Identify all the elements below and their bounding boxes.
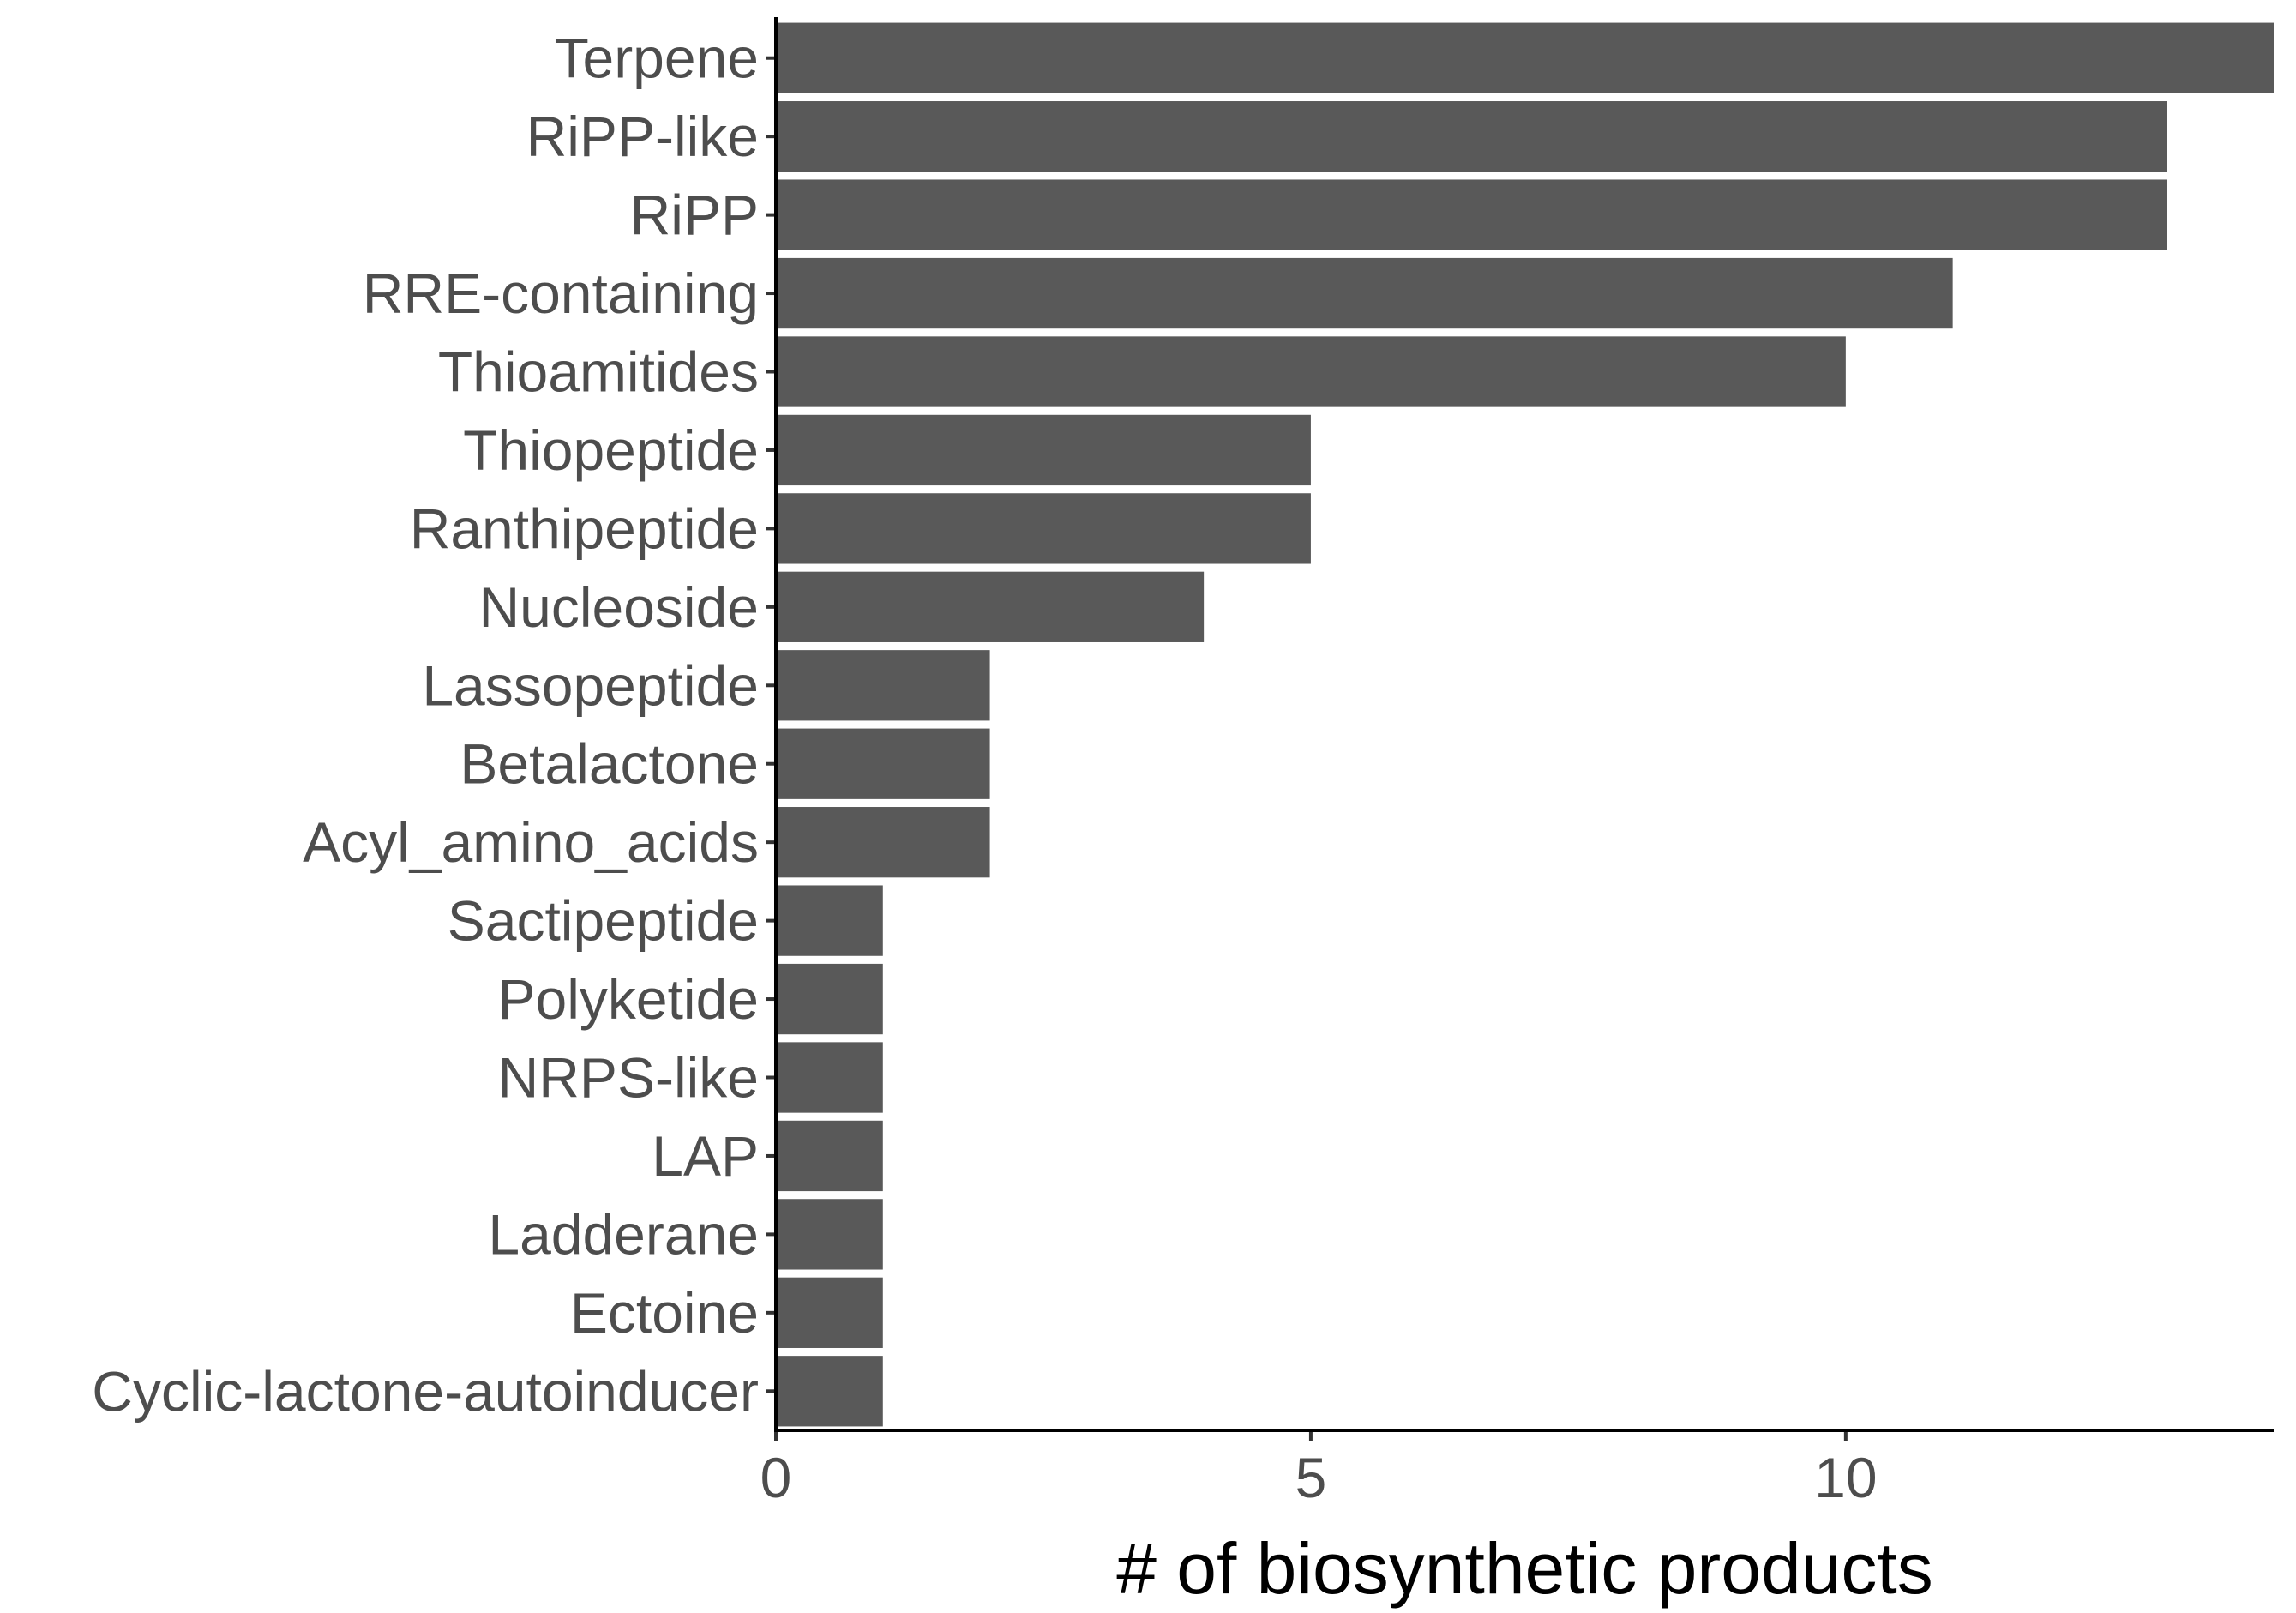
bar-10 xyxy=(776,807,990,878)
bar-7 xyxy=(776,571,1205,642)
y-tick-label-13: NRPS-like xyxy=(498,1046,759,1110)
bar-16 xyxy=(776,1277,883,1348)
bar-4 xyxy=(776,336,1846,407)
y-tick-labels: Terpene RiPP-like RiPP RRE-containing Thioam… xyxy=(92,27,759,1423)
bar-1 xyxy=(776,101,2167,172)
bar-6 xyxy=(776,493,1311,564)
bar-2 xyxy=(776,179,2167,250)
x-tick-label-2: 10 xyxy=(1814,1446,1877,1509)
y-tick-label-5: Thiopeptide xyxy=(463,418,759,482)
bar-17 xyxy=(776,1356,883,1427)
bars-group xyxy=(776,22,2274,1427)
y-tick-label-14: LAP xyxy=(652,1124,759,1188)
x-tick-label-0: 0 xyxy=(760,1446,792,1509)
y-tick-label-2: RiPP xyxy=(630,184,759,247)
y-tick-label-17: Cyclic-lactone-autoinducer xyxy=(92,1359,759,1423)
bar-3 xyxy=(776,257,1953,329)
y-tick-label-10: Acyl_amino_acids xyxy=(303,810,759,874)
bar-12 xyxy=(776,963,883,1035)
bar-15 xyxy=(776,1199,883,1270)
y-tick-label-6: Ranthipeptide xyxy=(410,497,759,560)
y-tick-label-7: Nucleoside xyxy=(478,575,759,639)
x-tick-label-1: 5 xyxy=(1295,1446,1327,1509)
y-tick-label-8: Lassopeptide xyxy=(422,653,759,717)
y-tick-label-15: Ladderane xyxy=(488,1202,759,1266)
bar-9 xyxy=(776,728,990,799)
y-tick-label-16: Ectoine xyxy=(570,1281,759,1345)
bar-8 xyxy=(776,650,990,721)
bar-14 xyxy=(776,1120,883,1192)
y-tick-label-11: Sactipeptide xyxy=(448,889,759,953)
bar-13 xyxy=(776,1042,883,1113)
bar-5 xyxy=(776,414,1311,486)
bar-0 xyxy=(776,22,2274,93)
y-tick-label-3: RRE-containing xyxy=(363,262,759,325)
x-axis-title: # of biosynthetic products xyxy=(1116,1528,1933,1609)
y-tick-label-4: Thioamitides xyxy=(438,340,759,404)
y-tick-label-9: Betalactone xyxy=(460,732,759,796)
bar-11 xyxy=(776,885,883,956)
x-tick-labels: 0 5 10 xyxy=(760,1446,1878,1509)
y-tick-label-0: Terpene xyxy=(554,27,759,90)
y-tick-label-1: RiPP-like xyxy=(526,105,759,168)
y-tick-label-12: Polyketide xyxy=(497,967,759,1031)
